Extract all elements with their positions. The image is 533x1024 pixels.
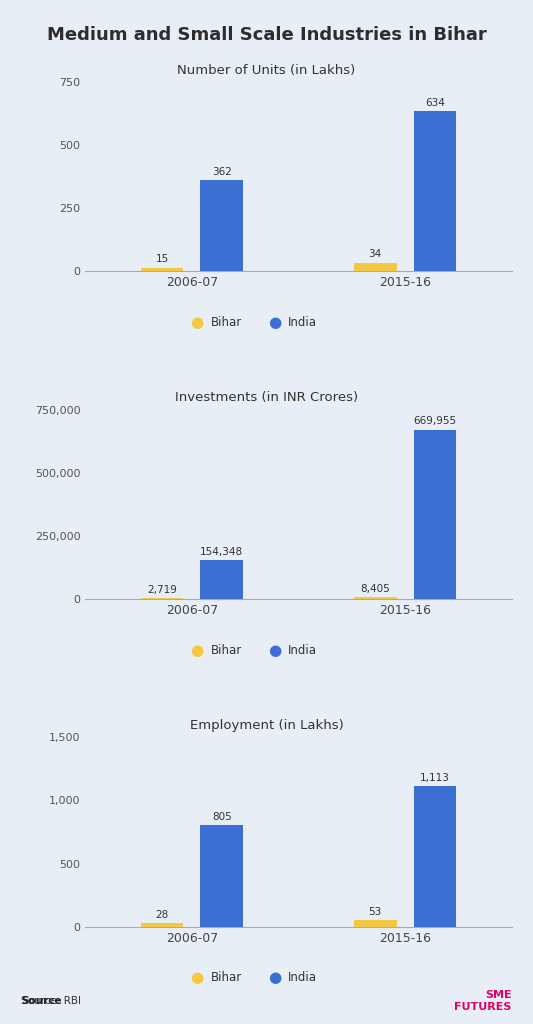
Bar [414, 786, 456, 927]
Text: Bihar: Bihar [211, 316, 242, 329]
Bar [200, 180, 243, 271]
Text: 805: 805 [212, 812, 232, 821]
Text: 53: 53 [369, 906, 382, 916]
Text: Bihar: Bihar [211, 972, 242, 984]
Text: 15: 15 [156, 254, 168, 264]
Text: Bihar: Bihar [211, 644, 242, 656]
Text: India: India [288, 644, 317, 656]
Text: 154,348: 154,348 [200, 547, 243, 557]
Text: 28: 28 [156, 909, 168, 920]
Text: 34: 34 [369, 250, 382, 259]
Bar [414, 112, 456, 271]
Bar [354, 597, 397, 599]
Text: 8,405: 8,405 [360, 584, 390, 594]
Text: ●: ● [191, 971, 204, 985]
Text: 2,719: 2,719 [147, 585, 177, 595]
Bar [354, 263, 397, 271]
Text: 362: 362 [212, 167, 232, 176]
Text: ●: ● [268, 315, 281, 330]
Bar [141, 924, 183, 927]
Text: ●: ● [268, 971, 281, 985]
Bar [200, 560, 243, 599]
Text: India: India [288, 316, 317, 329]
Text: Investments (in INR Crores): Investments (in INR Crores) [175, 391, 358, 404]
Bar [200, 825, 243, 927]
Text: Number of Units (in Lakhs): Number of Units (in Lakhs) [177, 63, 356, 77]
Text: ●: ● [191, 315, 204, 330]
Bar [141, 267, 183, 271]
Text: ●: ● [268, 643, 281, 657]
Text: India: India [288, 972, 317, 984]
Bar [354, 920, 397, 927]
Text: 634: 634 [425, 98, 445, 108]
Text: Employment (in Lakhs): Employment (in Lakhs) [190, 719, 343, 732]
Text: SME
FUTURES: SME FUTURES [454, 990, 512, 1012]
Text: 669,955: 669,955 [414, 417, 456, 426]
Text: ●: ● [191, 643, 204, 657]
Bar [414, 430, 456, 599]
Text: Source: RBI: Source: RBI [21, 995, 82, 1006]
Text: Medium and Small Scale Industries in Bihar: Medium and Small Scale Industries in Bih… [46, 26, 487, 44]
Text: Source: Source [21, 995, 62, 1006]
Text: 1,113: 1,113 [420, 773, 450, 782]
